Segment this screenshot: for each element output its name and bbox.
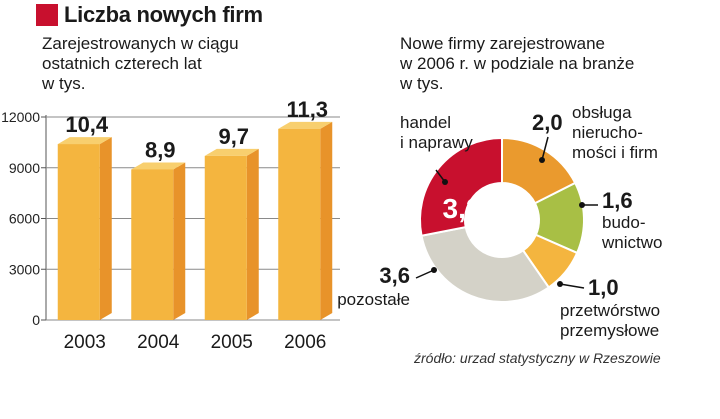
label-leader-dot <box>579 202 585 208</box>
x-tick-label: 2006 <box>284 332 326 353</box>
label-leader <box>559 283 585 289</box>
pie-subtitle-line: w 2006 r. w podziale na branże <box>400 54 635 73</box>
bar-subtitle-line: ostatnich czterech lat <box>42 54 202 73</box>
bar-side <box>320 121 333 320</box>
x-tick-label: 2005 <box>211 332 253 353</box>
bar <box>278 128 321 320</box>
bar-chart-subtitle: Zarejestrowanych w ciągu ostatnich cztere… <box>42 34 272 94</box>
y-tick-label: 12000 <box>1 109 40 125</box>
label-leader-dot <box>557 281 563 287</box>
bar <box>204 155 247 320</box>
label-leader-dot <box>442 179 448 185</box>
bar-data-label: 11,3 <box>286 97 328 122</box>
bar-top <box>57 137 112 145</box>
pie-category-label: budo- <box>602 213 645 232</box>
pie-value-label: 1,6 <box>602 188 633 213</box>
bar <box>131 169 174 320</box>
bar-top <box>131 162 186 170</box>
chart-title: Liczba nowych firm <box>64 2 263 27</box>
bar-data-label: 8,9 <box>145 137 176 162</box>
label-leader <box>415 269 435 279</box>
pie-category-label: nierucho- <box>572 123 643 142</box>
x-tick-label: 2004 <box>137 332 180 353</box>
title-marker <box>36 4 58 26</box>
pie-category-label: przetwórstwo <box>560 301 660 320</box>
pie-category-label: pozostałe <box>337 290 410 309</box>
y-tick-label: 6000 <box>9 211 40 227</box>
pie-value-label: 1,0 <box>588 275 619 300</box>
pie-category-label: handel <box>400 113 451 132</box>
pie-slice <box>419 136 503 237</box>
bar-subtitle-line: Zarejestrowanych w ciągu <box>42 34 239 53</box>
pie-value-label: 2,0 <box>532 110 563 135</box>
bar-top <box>204 148 259 156</box>
label-leader <box>541 136 549 161</box>
source-note: źródło: urzad statystyczny w Rzeszowie <box>414 350 661 366</box>
pie-subtitle-line: w tys. <box>400 74 444 93</box>
pie-value-label: 3,2 <box>443 193 482 224</box>
pie-slice <box>420 225 551 303</box>
pie-category-label: obsługa <box>572 103 632 122</box>
bar-data-label: 9,7 <box>218 124 249 149</box>
y-tick-label: 0 <box>32 312 40 328</box>
pie-chart-subtitle: Nowe firmy zarejestrowane w 2006 r. w pod… <box>400 34 690 94</box>
pie-category-label: przemysłowe <box>560 321 659 340</box>
bar-side <box>173 162 186 320</box>
pie-category-label: wnictwo <box>601 233 662 252</box>
pie-category-label: mości i firm <box>572 143 658 162</box>
label-leader-dot <box>431 267 437 273</box>
pie-value-label: 3,6 <box>379 263 410 288</box>
pie-category-label: i naprawy <box>400 133 473 152</box>
pie-subtitle-line: Nowe firmy zarejestrowane <box>400 34 606 53</box>
bar-side <box>246 148 259 320</box>
bar-data-label: 10,4 <box>65 112 109 137</box>
label-leader-dot <box>539 157 545 163</box>
y-tick-label: 3000 <box>9 261 40 277</box>
bar-side <box>99 137 112 320</box>
title-row: Liczba nowych firm <box>36 2 263 28</box>
bar-top <box>278 121 333 129</box>
x-tick-label: 2003 <box>64 332 106 353</box>
bar-subtitle-line: w tys. <box>42 74 86 93</box>
y-tick-label: 9000 <box>9 160 40 176</box>
bar <box>57 144 100 320</box>
